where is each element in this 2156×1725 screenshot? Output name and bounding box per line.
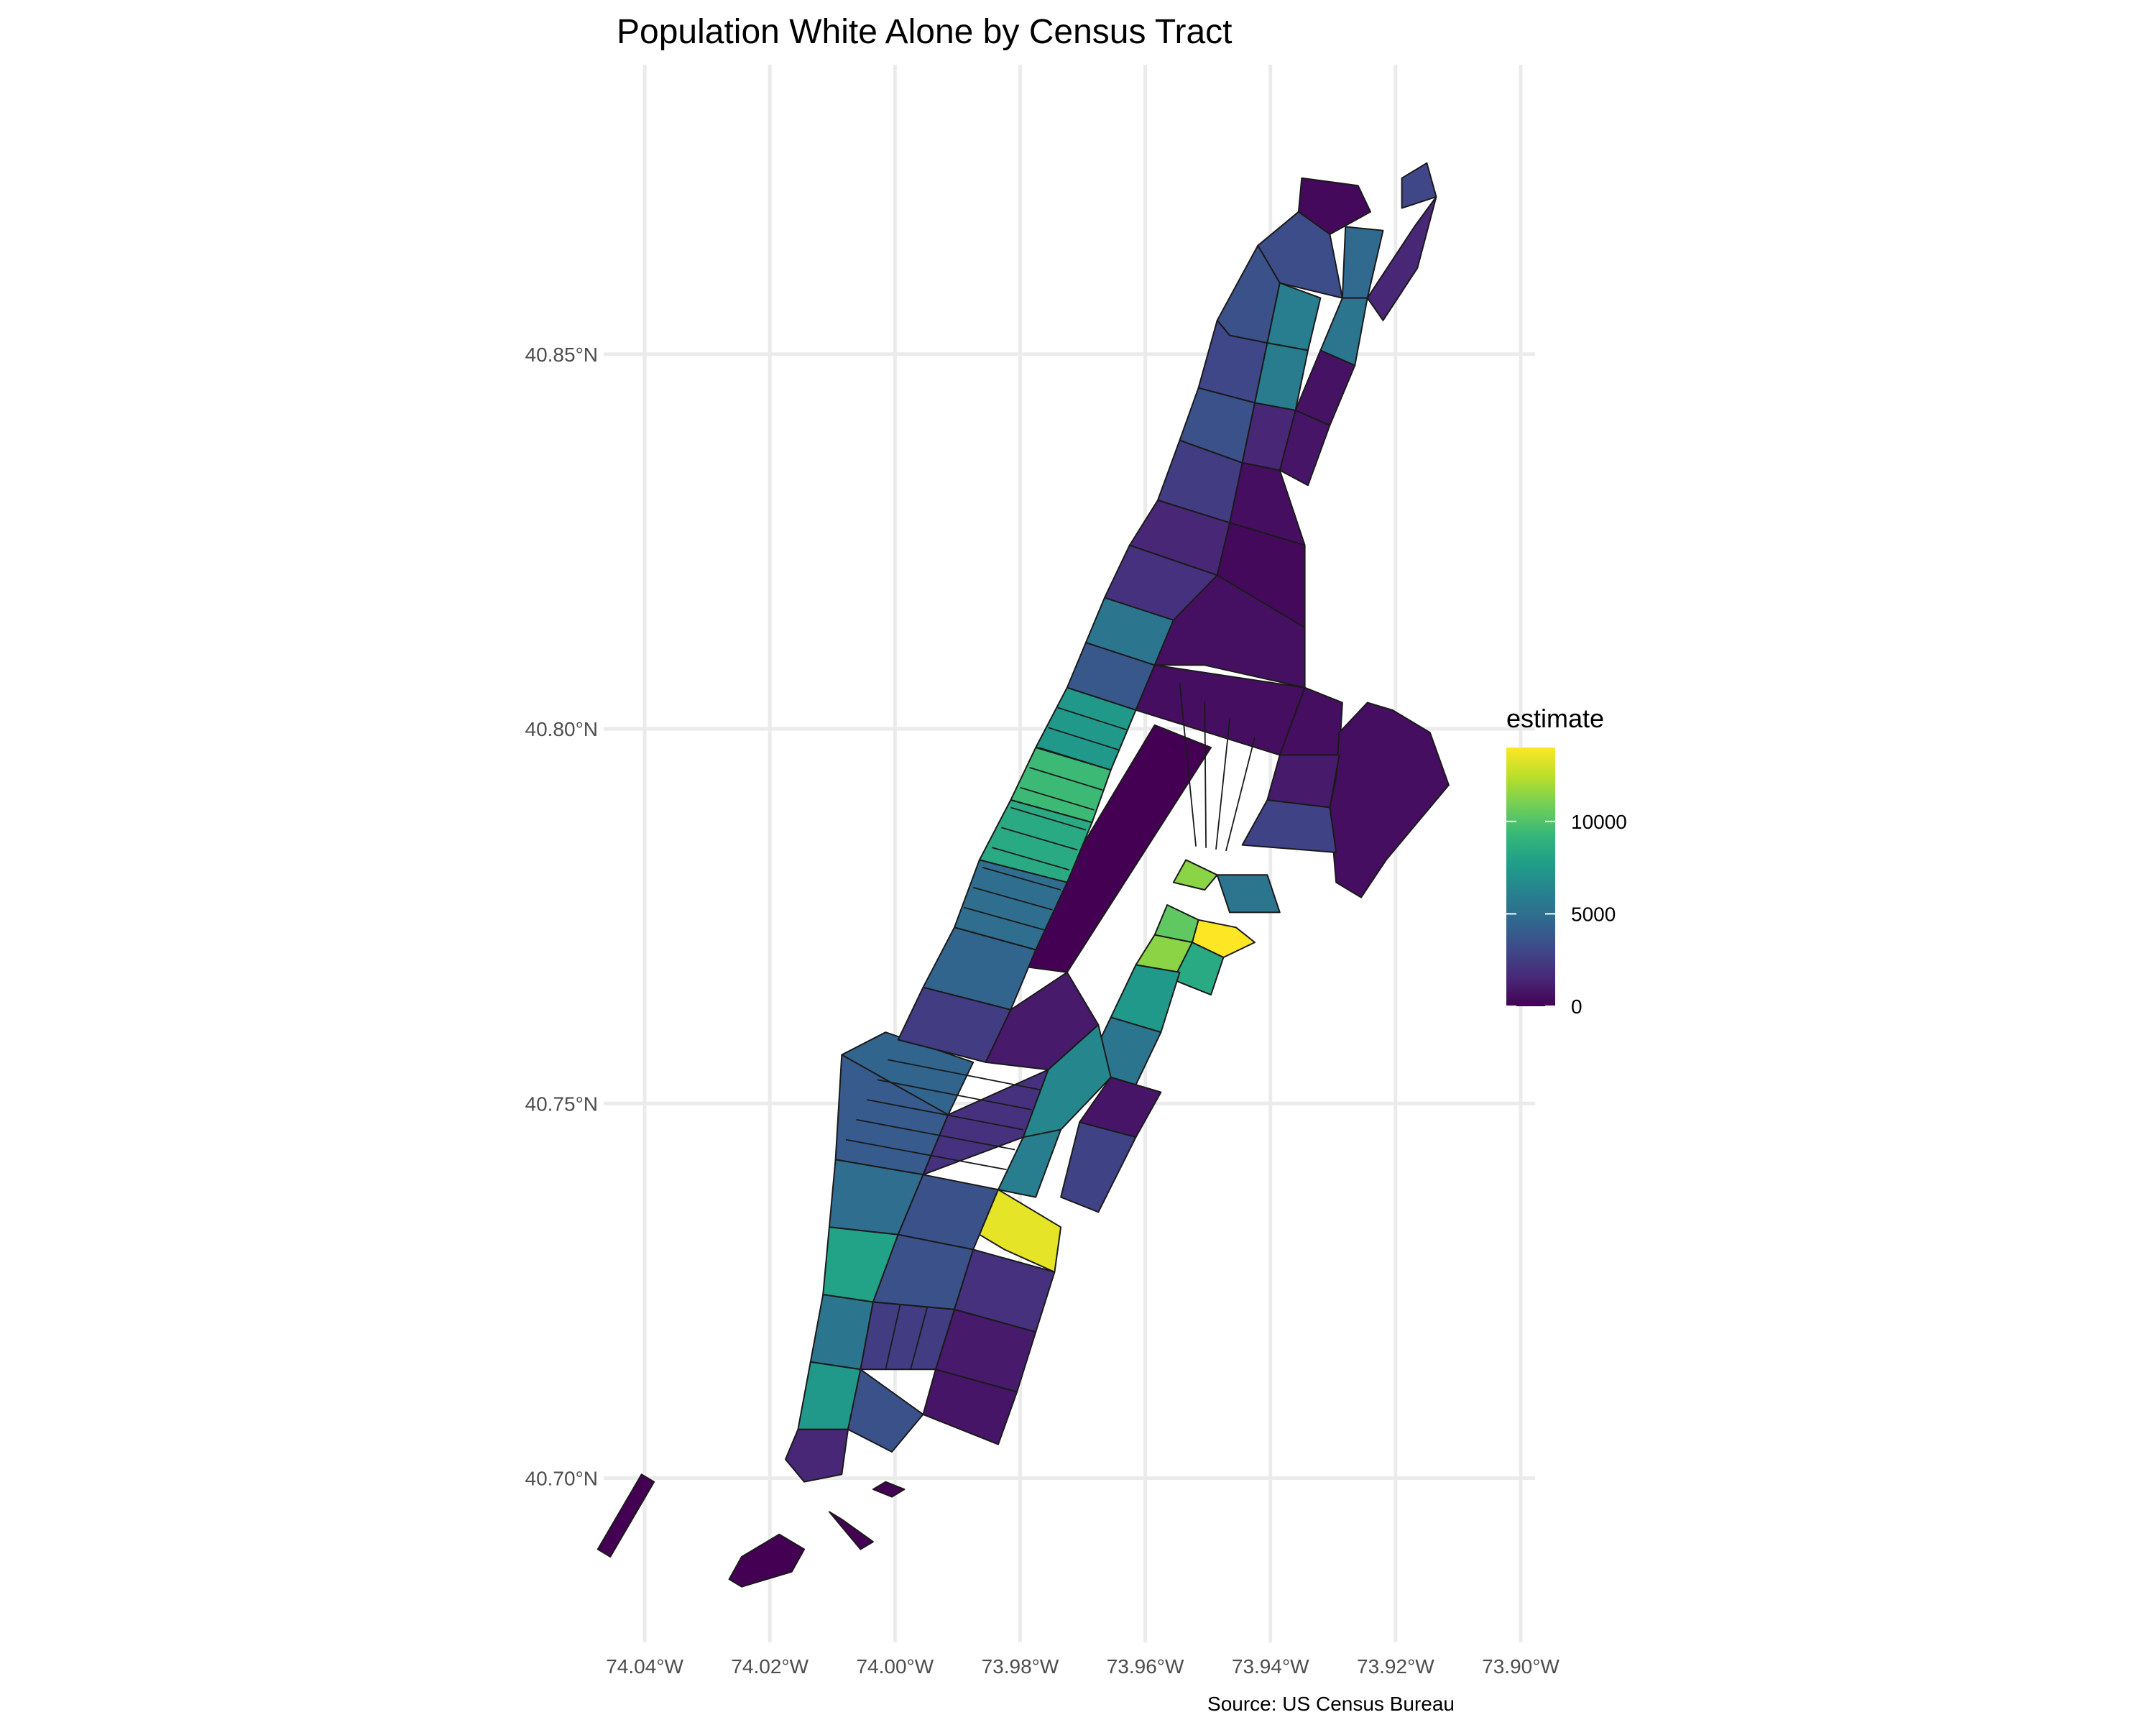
tract-boundary-line [992,847,1069,871]
tract-boundary-line [1010,806,1087,831]
chart-title: Population White Alone by Census Tract [617,13,1232,51]
tract-boundary-line [1029,767,1103,791]
tract-polygon [1022,1024,1112,1138]
tract-boundaries [845,683,1256,1370]
tract-polygon [1266,754,1340,809]
tract-boundary-line [1001,827,1078,851]
tract-boundary-line [1048,727,1120,751]
tract-boundary-line [885,1304,901,1370]
tract-polygon [1172,942,1225,996]
x-tick-label: 73.90°W [1482,1655,1560,1678]
x-tick-label: 74.02°W [731,1655,808,1678]
tract-boundary-line [1225,737,1256,852]
x-tick-label: 73.98°W [982,1655,1059,1678]
tract-polygon [728,1533,806,1588]
y-tick-label: 40.85°N [525,344,599,366]
tract-polygon [1401,162,1437,209]
tract-polygon [785,1428,849,1483]
legend: estimate 0 5000 10000 [1506,704,1627,1018]
tract-boundary-line [963,906,1045,931]
tract-boundary-line [1020,786,1095,811]
tract-polygon [1297,177,1371,235]
tract-boundary-line [910,1307,929,1370]
x-tick-label: 73.96°W [1107,1655,1184,1678]
tract-polygon [1172,859,1218,891]
tract-polygon [1329,702,1450,898]
x-tick-label: 74.04°W [606,1655,683,1678]
legend-colorbar [1506,748,1555,1006]
y-axis-tick-labels: 40.70°N 40.75°N 40.80°N 40.85°N [525,344,599,1490]
legend-label: 5000 [1571,903,1616,925]
tract-polygon [596,1473,655,1558]
tract-boundary-line [1179,683,1197,847]
tract-boundary-line [1057,707,1128,731]
tract-polygon [922,1368,1018,1445]
tract-polygon [1366,196,1437,321]
x-axis-tick-labels: 74.04°W 74.02°W 74.00°W 73.98°W 73.96°W 73.94… [606,1655,1560,1678]
tract-polygon [872,1481,906,1498]
y-tick-label: 40.70°N [525,1468,599,1490]
x-tick-label: 73.92°W [1357,1655,1434,1678]
tract-polygon [1216,874,1281,914]
tract-polygon [847,1368,924,1453]
tract-boundary-line [867,1099,1023,1131]
tract-boundary-line [982,867,1061,891]
tract-polygon [978,1189,1062,1273]
tract-polygon [1257,211,1343,299]
tract-boundary-line [888,1059,1041,1090]
tract-boundary-line [1204,701,1207,848]
tract-polygon [1060,1121,1137,1213]
tract-boundary-line [856,1118,1015,1151]
tract-boundary-line [1215,719,1230,850]
tract-boundary-line [877,1079,1032,1110]
tracts-layer [596,162,1450,1588]
tract-boundary-line [845,1138,1007,1171]
legend-label: 10000 [1571,811,1627,833]
y-tick-label: 40.80°N [525,718,599,740]
tract-polygon [828,1511,874,1550]
tract-polygon [1241,799,1337,853]
legend-label: 0 [1571,995,1583,1018]
tract-boundary-line [1038,747,1111,771]
caption: Source: US Census Bureau [1207,1693,1455,1715]
x-tick-label: 74.00°W [856,1655,934,1678]
y-tick-label: 40.75°N [525,1092,599,1115]
tract-polygon [998,1128,1062,1198]
legend-title: estimate [1506,704,1604,733]
tract-boundary-line [972,886,1053,911]
x-tick-label: 73.94°W [1232,1655,1309,1678]
legend-ticks: 0 5000 10000 [1506,811,1627,1018]
